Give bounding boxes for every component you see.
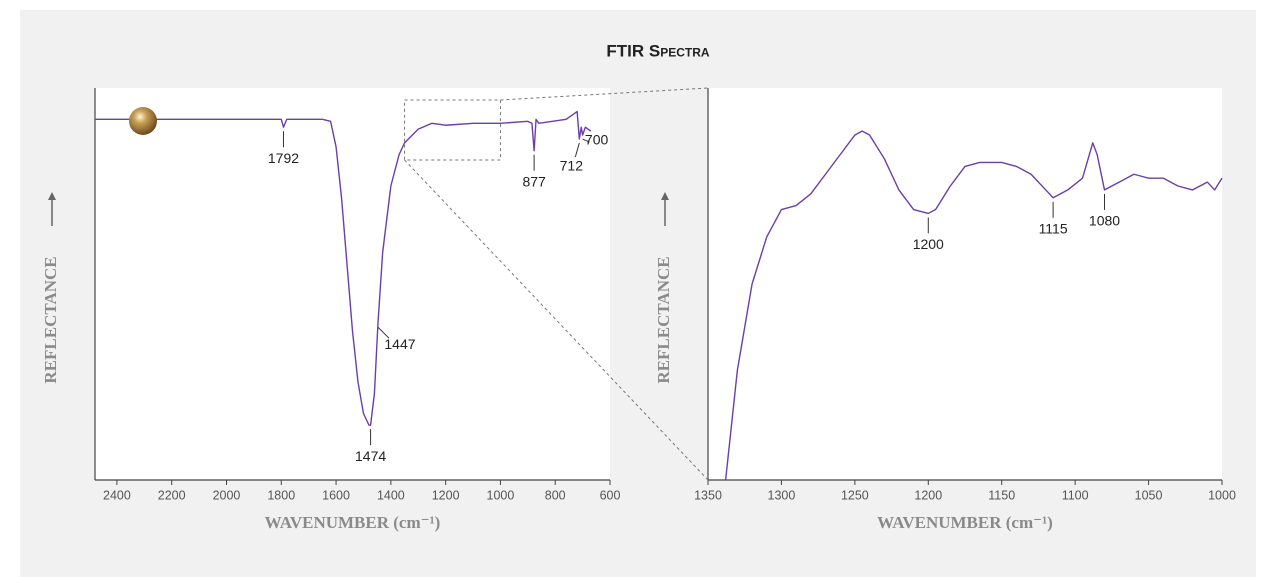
x-axis-title: WAVENUMBER (cm⁻¹) (877, 513, 1053, 532)
spectrum-line (724, 130, 1223, 481)
x-tick-label: 800 (545, 488, 566, 502)
peak-label: 877 (522, 173, 546, 189)
y-arrow-head (661, 192, 669, 200)
spectrum-line (95, 110, 592, 426)
y-axis-title: REFLECTANCE (654, 256, 673, 383)
peak-leader (574, 142, 580, 158)
x-tick-label: 1600 (322, 488, 350, 502)
y-arrow-head (48, 192, 56, 200)
y-axis-title: REFLECTANCE (41, 256, 60, 383)
x-tick-label: 1400 (377, 488, 405, 502)
peak-label: 712 (560, 158, 584, 174)
plot-area (95, 88, 610, 480)
x-tick-label: 1200 (432, 488, 460, 502)
peak-label: 700 (585, 132, 609, 148)
peak-label: 1080 (1089, 213, 1120, 229)
x-tick-label: 1150 (988, 488, 1015, 502)
peak-label: 1447 (384, 336, 415, 352)
pearl-icon (129, 107, 157, 135)
peak-label: 1792 (268, 150, 299, 166)
zoom-connector (404, 159, 709, 481)
peak-label: 1115 (1039, 220, 1068, 236)
x-tick-label: 600 (600, 488, 621, 502)
zoom-connector (500, 87, 709, 101)
x-tick-label: 1800 (267, 488, 295, 502)
x-tick-label: 1000 (487, 488, 515, 502)
x-tick-label: 2000 (213, 488, 241, 502)
x-tick-label: 1000 (1208, 488, 1236, 502)
x-tick-label: 1350 (694, 488, 722, 502)
x-tick-label: 1200 (914, 488, 942, 502)
chart-title: FTIR Spectra (606, 41, 710, 60)
peak-leader (377, 326, 390, 339)
peak-label: 1200 (913, 236, 944, 252)
x-tick-label: 2200 (158, 488, 186, 502)
peak-label: 1474 (355, 448, 386, 464)
x-tick-label: 2400 (103, 488, 131, 502)
plot-area (708, 88, 1222, 480)
x-tick-label: 1050 (1135, 488, 1163, 502)
x-tick-label: 1250 (841, 488, 869, 502)
peak-leader (582, 138, 590, 143)
x-tick-label: 1100 (1062, 488, 1089, 502)
x-tick-label: 1300 (768, 488, 796, 502)
x-axis-title: WAVENUMBER (cm⁻¹) (265, 513, 441, 532)
